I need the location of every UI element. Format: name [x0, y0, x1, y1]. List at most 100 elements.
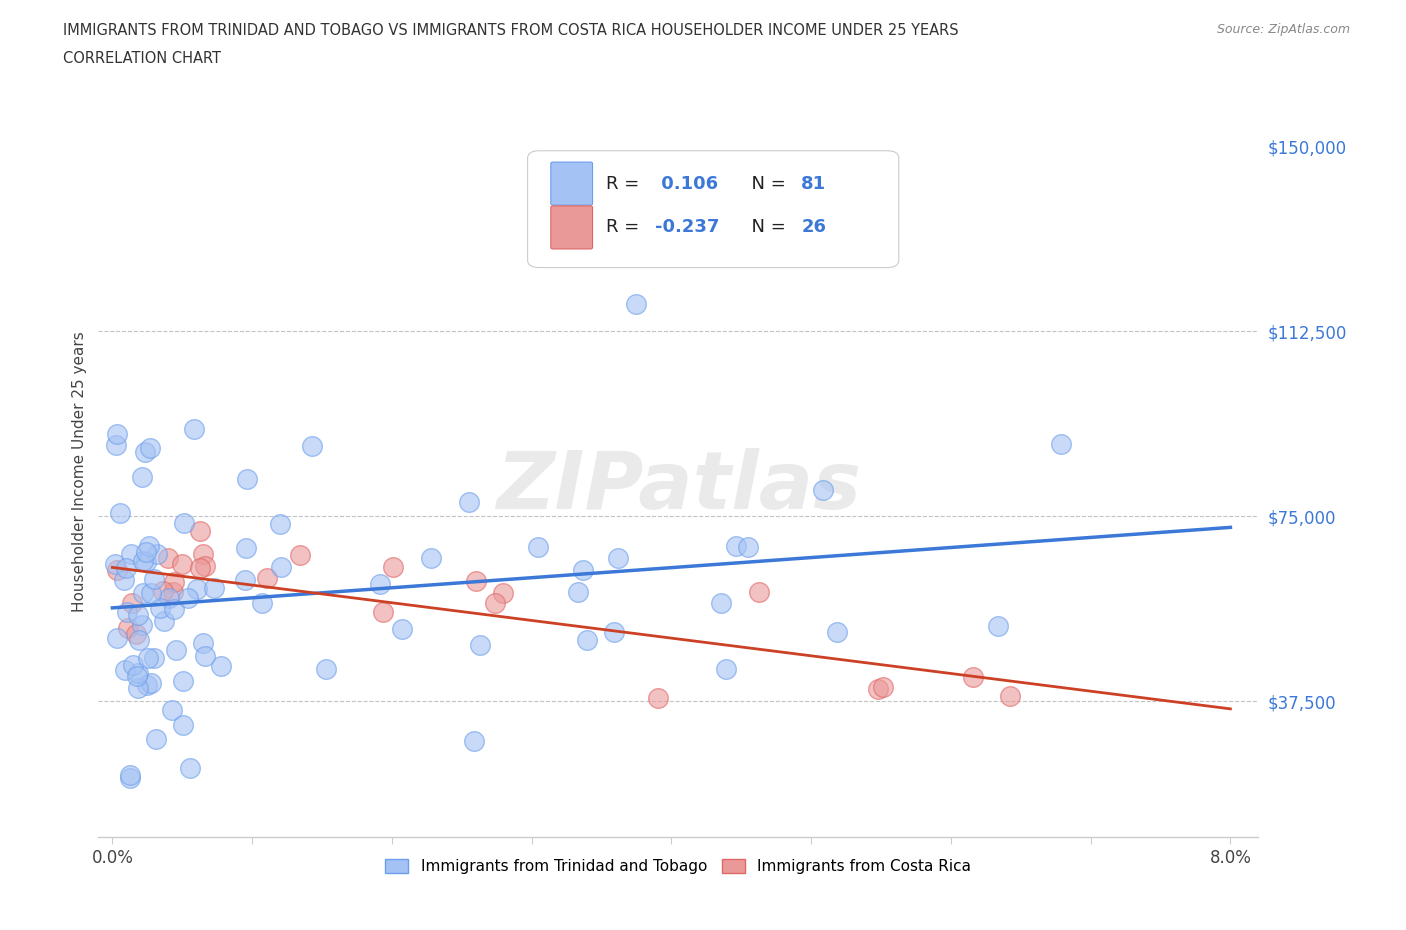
Text: -0.237: -0.237: [655, 219, 720, 236]
Point: [122, 658, 145, 672]
Point: [105, 437, 128, 452]
Point: [190, 560, 212, 575]
Point: [527, 539, 550, 554]
Point: [647, 690, 669, 705]
Point: [710, 595, 733, 610]
Point: [152, 614, 174, 629]
Point: [105, 563, 128, 578]
Point: [288, 547, 311, 562]
Point: [117, 620, 139, 635]
Point: [714, 662, 737, 677]
Point: [170, 556, 193, 571]
Point: [194, 559, 217, 574]
Point: [962, 670, 984, 684]
FancyBboxPatch shape: [527, 151, 898, 268]
Point: [157, 591, 180, 605]
Point: [998, 688, 1021, 703]
Text: CORRELATION CHART: CORRELATION CHART: [63, 51, 221, 66]
Point: [235, 472, 257, 486]
Point: [748, 584, 770, 599]
Point: [118, 770, 141, 785]
Point: [191, 547, 214, 562]
Point: [163, 602, 186, 617]
Point: [315, 662, 337, 677]
Point: [606, 551, 628, 565]
Point: [173, 515, 195, 530]
Point: [468, 637, 491, 652]
Point: [131, 470, 153, 485]
Point: [186, 582, 208, 597]
Point: [382, 559, 405, 574]
Point: [128, 632, 150, 647]
Point: [127, 608, 149, 623]
Point: [368, 577, 391, 591]
Point: [172, 673, 194, 688]
Point: [177, 591, 200, 605]
Point: [391, 622, 413, 637]
Point: [163, 574, 186, 589]
FancyBboxPatch shape: [551, 162, 592, 206]
Point: [371, 604, 394, 619]
Point: [162, 585, 184, 600]
Point: [104, 556, 127, 571]
Point: [112, 573, 135, 588]
Point: [135, 554, 157, 569]
Point: [152, 584, 174, 599]
Text: 81: 81: [801, 175, 827, 193]
Point: [121, 595, 143, 610]
Point: [811, 482, 834, 497]
Point: [301, 439, 323, 454]
Point: [141, 585, 163, 600]
Point: [114, 561, 136, 576]
Text: 26: 26: [801, 219, 827, 236]
Point: [987, 618, 1010, 633]
Text: R =: R =: [606, 219, 645, 236]
Point: [209, 658, 232, 673]
Point: [156, 551, 179, 566]
Point: [120, 547, 142, 562]
Point: [484, 595, 506, 610]
Point: [146, 547, 169, 562]
Point: [270, 559, 292, 574]
Point: [575, 633, 598, 648]
Point: [110, 506, 132, 521]
Point: [105, 631, 128, 645]
Text: IMMIGRANTS FROM TRINIDAD AND TOBAGO VS IMMIGRANTS FROM COSTA RICA HOUSEHOLDER IN: IMMIGRANTS FROM TRINIDAD AND TOBAGO VS I…: [63, 23, 959, 38]
Point: [165, 643, 187, 658]
Point: [624, 297, 647, 312]
Point: [256, 571, 278, 586]
Point: [179, 761, 201, 776]
Point: [825, 625, 848, 640]
Point: [162, 703, 184, 718]
Text: N =: N =: [740, 175, 792, 193]
Point: [603, 625, 626, 640]
Point: [172, 718, 194, 733]
Point: [145, 732, 167, 747]
Point: [872, 680, 894, 695]
Point: [125, 669, 148, 684]
Point: [105, 427, 128, 442]
Point: [188, 524, 211, 538]
Point: [868, 681, 890, 696]
Point: [567, 585, 589, 600]
Y-axis label: Householder Income Under 25 years: Householder Income Under 25 years: [72, 332, 87, 612]
Point: [737, 540, 759, 555]
Point: [202, 580, 225, 595]
Point: [1050, 436, 1073, 451]
Point: [135, 678, 157, 693]
FancyBboxPatch shape: [551, 206, 592, 249]
Point: [492, 586, 515, 601]
Point: [149, 601, 172, 616]
Point: [269, 516, 291, 531]
Point: [120, 768, 142, 783]
Point: [135, 545, 157, 560]
Point: [136, 650, 159, 665]
Legend: Immigrants from Trinidad and Tobago, Immigrants from Costa Rica: Immigrants from Trinidad and Tobago, Imm…: [380, 853, 977, 881]
Point: [183, 422, 205, 437]
Point: [142, 650, 165, 665]
Point: [465, 574, 488, 589]
Point: [139, 676, 162, 691]
Point: [193, 649, 215, 664]
Point: [114, 663, 136, 678]
Point: [134, 445, 156, 459]
